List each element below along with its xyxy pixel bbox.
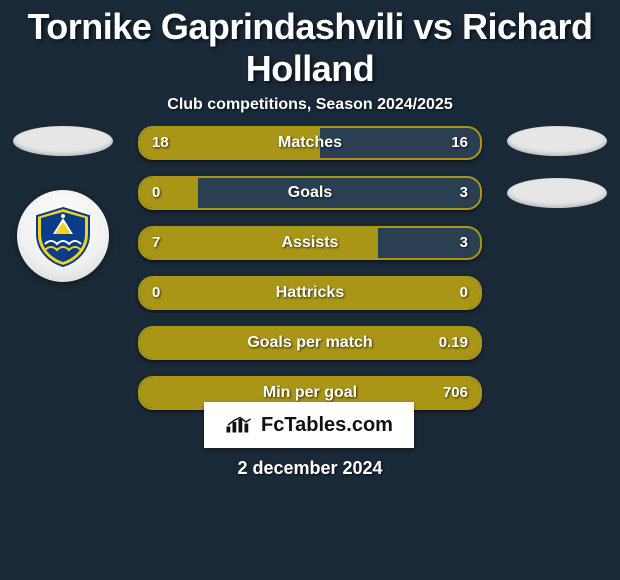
player1-side: [8, 126, 118, 282]
stat-value-right: 3: [460, 178, 468, 208]
page-title: Tornike Gaprindashvili vs Richard Hollan…: [0, 6, 620, 90]
stat-bar-left: [140, 328, 480, 358]
stat-bar-left: [140, 228, 378, 258]
stat-value-left: 18: [152, 128, 169, 158]
stat-value-left: 0: [152, 278, 160, 308]
player1-placeholder-ellipse: [13, 126, 113, 156]
page-subtitle: Club competitions, Season 2024/2025: [0, 96, 620, 114]
player2-side: [502, 126, 612, 230]
fctables-label: FcTables.com: [261, 414, 393, 437]
stat-value-left: 7: [152, 228, 160, 258]
stat-value-left: 0: [152, 178, 160, 208]
arka-gdynia-shield-icon: [31, 204, 95, 268]
stat-value-right: 706: [443, 378, 468, 408]
player2-placeholder-ellipse-2: [507, 178, 607, 208]
stat-value-right: 0.19: [439, 328, 468, 358]
stat-row: 0.19Goals per match: [138, 326, 482, 360]
comparison-card: Tornike Gaprindashvili vs Richard Hollan…: [0, 6, 620, 580]
snapshot-date: 2 december 2024: [0, 458, 620, 479]
stat-bar-right: [198, 178, 480, 208]
stats-bars: 1816Matches03Goals73Assists00Hattricks0.…: [138, 126, 482, 426]
stat-value-right: 3: [460, 228, 468, 258]
stat-value-right: 16: [451, 128, 468, 158]
player1-club-logo: [17, 190, 109, 282]
stat-row: 00Hattricks: [138, 276, 482, 310]
stat-bar-left: [140, 278, 480, 308]
stat-row: 73Assists: [138, 226, 482, 260]
fctables-bars-icon: [225, 415, 255, 435]
stat-bar-left: [140, 178, 198, 208]
player2-placeholder-ellipse-1: [507, 126, 607, 156]
stat-row: 1816Matches: [138, 126, 482, 160]
fctables-badge: FcTables.com: [204, 402, 414, 448]
stat-row: 03Goals: [138, 176, 482, 210]
stat-value-right: 0: [460, 278, 468, 308]
